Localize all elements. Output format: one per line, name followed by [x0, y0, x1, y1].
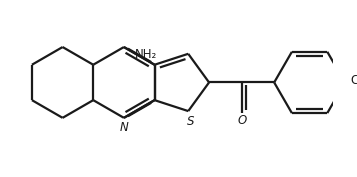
Text: Cl: Cl — [350, 74, 357, 87]
Text: S: S — [187, 115, 195, 128]
Text: N: N — [120, 121, 128, 134]
Text: NH₂: NH₂ — [135, 48, 157, 61]
Text: O: O — [238, 114, 247, 127]
